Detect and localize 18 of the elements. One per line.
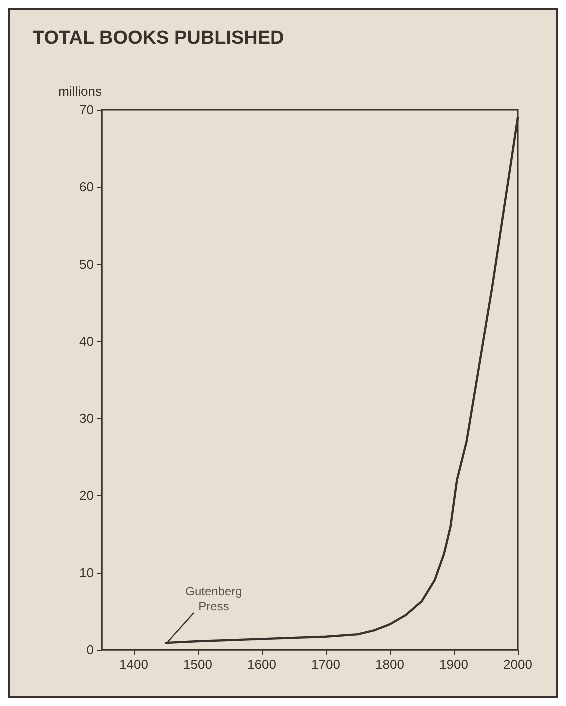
y-tick-label: 20 — [80, 488, 94, 504]
y-tick-label: 60 — [80, 180, 94, 195]
y-tick-label: 70 — [80, 102, 94, 118]
x-tick-label: 1800 — [376, 657, 404, 672]
y-axis-title: millions — [58, 84, 102, 99]
x-tick-label: 2000 — [504, 657, 532, 672]
y-tick-label: 0 — [86, 642, 94, 658]
x-tick-label: 1700 — [312, 657, 340, 672]
x-tick-label: 1400 — [120, 657, 148, 672]
y-tick-label: 50 — [80, 256, 94, 272]
x-tick-label: 1900 — [440, 657, 468, 672]
x-tick-label: 1500 — [184, 657, 212, 672]
y-tick-label: 10 — [80, 565, 94, 580]
annotation: Gutenberg Press — [186, 584, 242, 614]
x-tick-label: 1600 — [248, 657, 276, 672]
y-tick-label: 40 — [80, 334, 94, 349]
y-tick-label: 30 — [80, 411, 94, 426]
chart-title: TOTAL BOOKS PUBLISHED — [33, 28, 284, 49]
